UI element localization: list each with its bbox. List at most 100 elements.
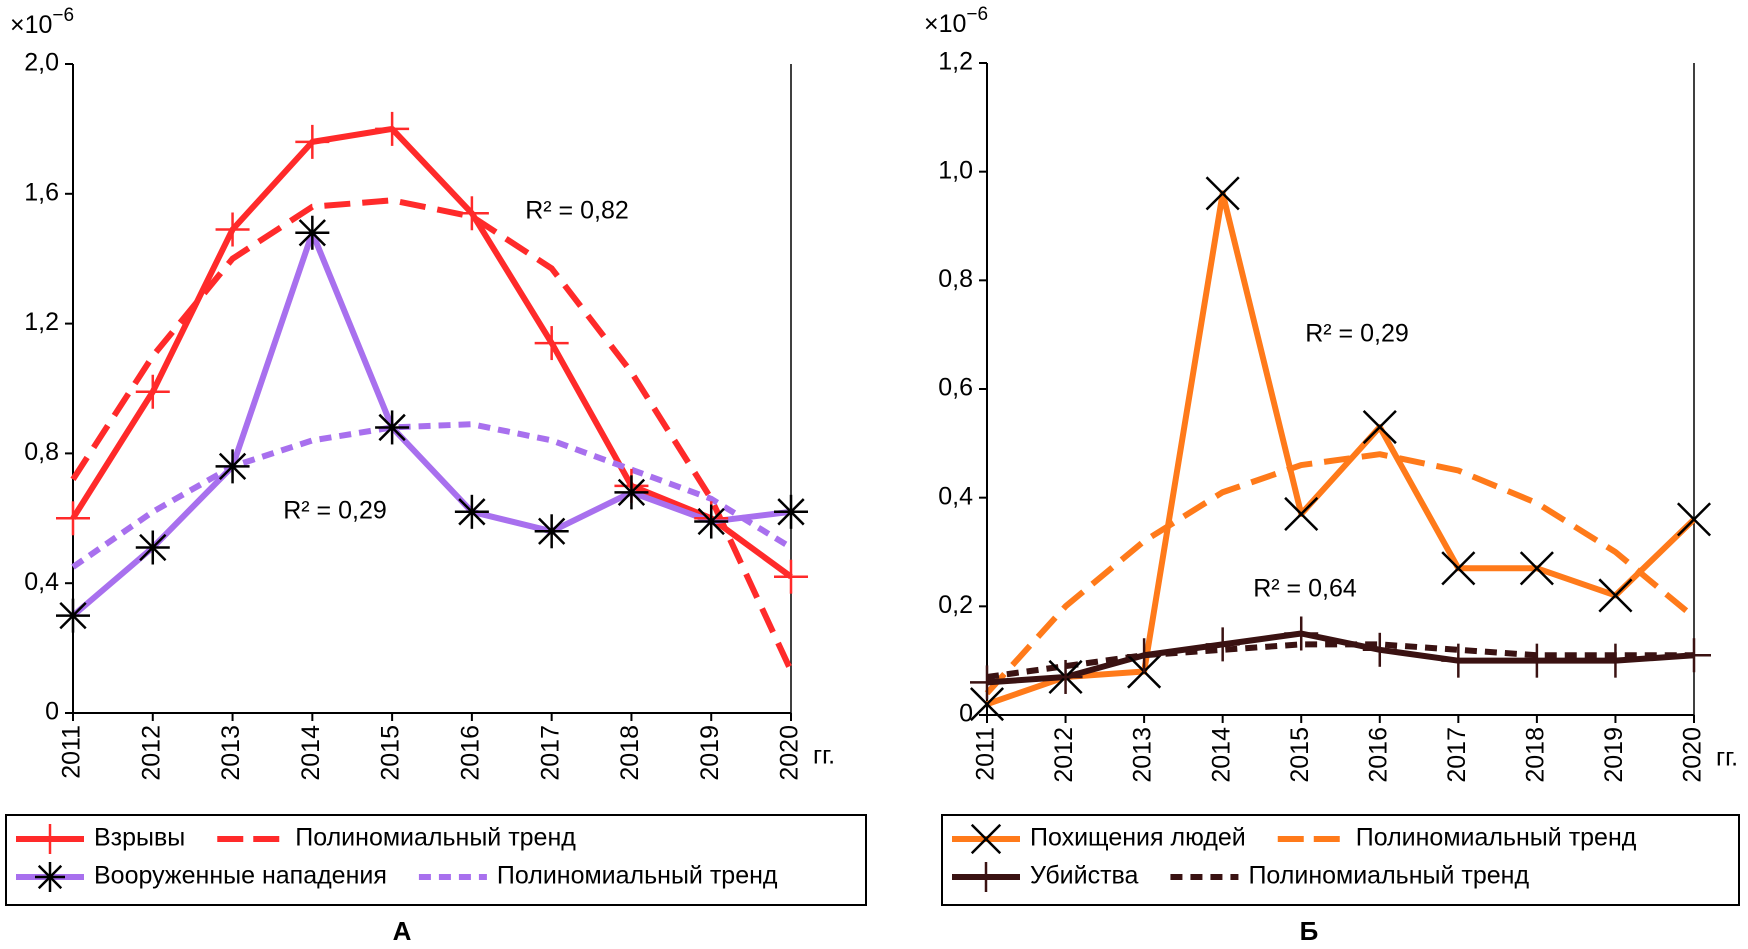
point-marker (135, 374, 170, 409)
legend-label: Убийства (1030, 862, 1139, 890)
point-marker (1362, 409, 1397, 445)
marker-stroke (298, 219, 326, 247)
point-marker (1205, 627, 1240, 662)
point-marker (1519, 643, 1554, 678)
panel-label: А (393, 916, 412, 946)
y-tick-label: 1,2 (938, 48, 973, 76)
legend-box (941, 814, 1740, 906)
point-marker (56, 598, 90, 633)
legend-label: Полиномиальный тренд (497, 862, 778, 890)
point-marker (35, 862, 65, 892)
y-tick-label: 0,2 (938, 591, 973, 619)
point-marker (1362, 632, 1397, 667)
x-tick-label: 2020 (1679, 727, 1707, 783)
y-tick-label: 0,8 (938, 265, 973, 293)
point-marker (534, 326, 569, 361)
multiplier-base: ×10 (10, 11, 52, 39)
y-tick-label: 0,6 (938, 374, 973, 402)
marker-stroke (1362, 409, 1397, 445)
y-tick-label: 1,6 (24, 178, 59, 206)
y-tick-label: 1,0 (938, 156, 973, 184)
marker-stroke (1441, 551, 1476, 586)
marker-stroke (59, 602, 87, 630)
x-axis-label: гг. (813, 742, 835, 770)
x-tick-label: 2017 (536, 725, 564, 781)
marker-stroke (458, 498, 486, 526)
point-marker (1441, 643, 1476, 678)
marker-stroke (1519, 551, 1554, 586)
x-tick-label: 2011 (972, 727, 1000, 781)
point-marker (454, 196, 489, 231)
panel-label: Б (1300, 916, 1319, 946)
multiplier-base: ×10 (924, 10, 966, 38)
x-tick-label: 2015 (377, 725, 405, 781)
multiplier-exp: −6 (966, 4, 988, 25)
point-marker (454, 494, 489, 529)
marker-stroke (37, 864, 63, 890)
marker-stroke (970, 823, 1002, 855)
point-marker (694, 504, 729, 539)
y-tick-label: 1,2 (24, 308, 59, 336)
point-marker (135, 530, 170, 565)
point-marker (1519, 551, 1554, 586)
y-tick-label: 2,0 (24, 49, 59, 77)
trend-line (986, 641, 1694, 680)
point-marker (534, 514, 569, 549)
x-tick-label: 2013 (217, 725, 245, 781)
x-tick-label: 2015 (1286, 727, 1314, 783)
point-marker (774, 494, 808, 529)
point-marker (970, 665, 1004, 700)
point-marker (1127, 638, 1162, 673)
x-tick-label: 2018 (1521, 727, 1549, 783)
x-axis-label: гг. (1716, 744, 1738, 772)
point-marker (1284, 496, 1319, 532)
point-marker (1676, 502, 1712, 537)
y-tick-label: 0,8 (24, 438, 59, 466)
trend-line (71, 421, 793, 570)
trend-line (70, 197, 794, 673)
point-marker (969, 687, 1005, 722)
point-marker (295, 215, 330, 250)
annotation: R² = 0,29 (1305, 320, 1409, 348)
annotation: R² = 0,29 (283, 497, 387, 525)
x-tick-label: 2019 (696, 725, 724, 781)
x-tick-label: 2012 (1050, 727, 1078, 783)
multiplier-exp: −6 (52, 5, 74, 26)
x-tick-label: 2013 (1129, 727, 1157, 783)
point-marker (215, 212, 250, 247)
point-marker (614, 475, 649, 510)
data-line (986, 190, 1697, 707)
point-marker (971, 862, 1001, 892)
x-tick-label: 2017 (1443, 727, 1471, 783)
marker-stroke (1676, 502, 1712, 537)
y-tick-label: 0 (45, 698, 59, 726)
point-marker (56, 501, 90, 536)
marker-stroke (378, 413, 406, 442)
marker-stroke (1284, 496, 1319, 532)
x-tick-label: 2016 (1364, 727, 1392, 783)
point-marker (375, 111, 410, 146)
marker-stroke (139, 533, 167, 562)
x-tick-label: 2014 (297, 725, 325, 781)
point-marker (375, 410, 410, 445)
legend-box (5, 814, 867, 906)
x-tick-label: 2016 (456, 725, 484, 781)
marker-stroke (969, 687, 1005, 722)
y-multiplier: ×10−6 (10, 5, 74, 39)
x-tick-label: 2019 (1600, 727, 1628, 783)
y-multiplier: ×10−6 (924, 4, 988, 38)
data-line (986, 630, 1695, 686)
x-tick-label: 2020 (776, 725, 804, 781)
y-tick-label: 0,4 (24, 568, 59, 596)
point-marker (1284, 616, 1319, 651)
x-tick-label: 2014 (1207, 727, 1235, 783)
annotation: R² = 0,82 (525, 197, 629, 225)
y-tick-label: 0,4 (938, 482, 973, 510)
legend-label: Полиномиальный тренд (1248, 862, 1529, 890)
x-tick-label: 2012 (137, 725, 165, 781)
marker-stroke (1205, 176, 1240, 211)
y-tick-label: 0 (959, 700, 973, 728)
point-marker (35, 824, 65, 854)
marker-stroke (617, 478, 646, 506)
